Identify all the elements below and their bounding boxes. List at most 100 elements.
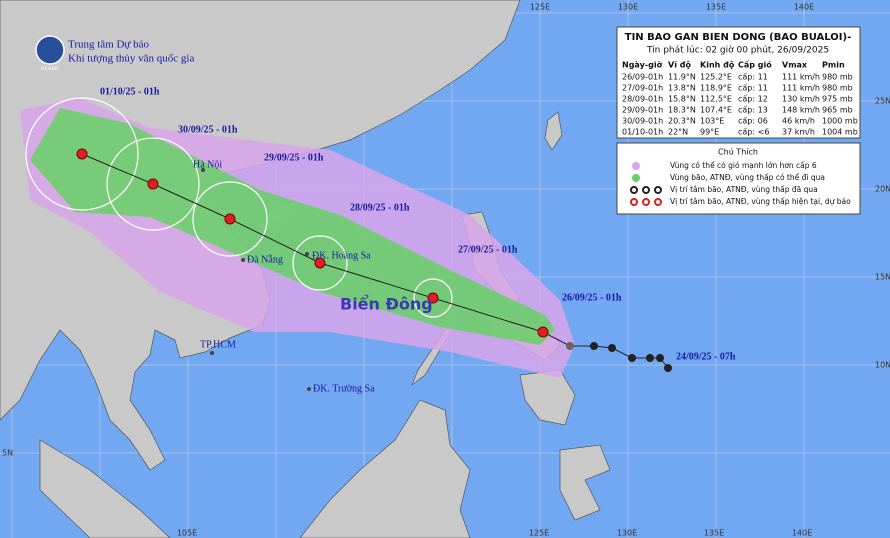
table-cell: 18.3°N xyxy=(668,106,696,115)
table-cell: 1000 mb xyxy=(822,117,858,126)
lon-label: 130E xyxy=(617,529,637,538)
lat-label: 20N xyxy=(875,185,890,194)
legend-title: Chú Thích xyxy=(718,148,758,157)
place-dot xyxy=(210,351,214,355)
table-cell: 975 mb xyxy=(822,95,853,104)
table-cell: cấp: <6 xyxy=(738,127,769,137)
forecast-position xyxy=(314,257,326,269)
legend-item: Vị trí tâm bão, ATNĐ, vùng thấp hiện tại… xyxy=(670,197,851,206)
radius-circle xyxy=(25,97,139,211)
legend-symbol xyxy=(630,186,638,194)
forecast-position xyxy=(147,178,159,190)
sulawesi xyxy=(559,444,611,521)
lon-label: 135E xyxy=(706,3,726,12)
table-cell: cấp: 06 xyxy=(738,116,768,126)
table-cell: 980 mb xyxy=(822,73,853,82)
place-dot xyxy=(307,387,311,391)
time-label: 30/09/25 - 01h xyxy=(178,124,238,135)
table-cell: 46 km/h xyxy=(782,117,815,126)
table-cell: 965 mb xyxy=(822,106,853,115)
table-cell: 13.8°N xyxy=(668,84,696,93)
bulletin-subtitle: Tin phát lúc: 02 giờ 00 phút, 26/09/2025 xyxy=(646,45,829,56)
table-cell: cấp: 12 xyxy=(738,94,768,104)
table-cell: 99°E xyxy=(700,128,719,137)
agency-name: Trung tâm Dự báo xyxy=(68,39,150,51)
place-label: Đà Nẵng xyxy=(247,254,283,265)
table-cell: 15.8°N xyxy=(668,95,696,104)
place-label: Hà Nội xyxy=(193,159,222,170)
radius-circle xyxy=(413,278,453,318)
map-labels: 01/10/25 - 01h 30/09/25 - 01h 29/09/25 - 0… xyxy=(100,86,736,394)
table-cell: 118.9°E xyxy=(700,84,732,93)
lat-label: 25N xyxy=(875,97,890,106)
table-cell: 107.4°E xyxy=(700,106,732,115)
table-cell: 20.3°N xyxy=(668,117,696,126)
lon-label: 130E xyxy=(618,3,638,12)
legend-symbol xyxy=(654,186,662,194)
place-label: ĐK. Hoàng Sa xyxy=(312,250,371,261)
past-position xyxy=(628,354,636,362)
table-header: Vmax xyxy=(782,61,808,70)
place-dot xyxy=(305,252,309,256)
forecast-position xyxy=(224,213,236,225)
forecast-table: Ngày-giờ Vĩ độ Kinh độ Cấp gió Vmax Pmin 26/09… xyxy=(622,60,858,137)
past-position xyxy=(590,342,598,350)
track-points xyxy=(76,148,672,372)
taiwan xyxy=(544,111,563,151)
legend-swatch xyxy=(632,174,640,182)
table-cell: 30/09-01h xyxy=(622,117,663,126)
legend-symbols xyxy=(630,186,662,206)
legend-symbol xyxy=(630,198,638,206)
place-dot xyxy=(241,258,245,262)
time-label: 26/09/25 - 01h xyxy=(562,292,622,303)
place-label: TP.HCM xyxy=(200,339,236,350)
forecast-position xyxy=(427,292,439,304)
table-cell: 130 km/h xyxy=(782,95,820,104)
lon-label: 140E xyxy=(792,529,812,538)
forecast-position xyxy=(537,326,549,338)
table-cell: 148 km/h xyxy=(782,106,820,115)
table-cell: cấp: 11 xyxy=(738,83,768,93)
table-cell: 37 km/h xyxy=(782,128,815,137)
past-position xyxy=(566,342,574,350)
borneo xyxy=(299,399,471,538)
lon-label: 140E xyxy=(794,3,814,12)
place-label: ĐK. Trường Sa xyxy=(313,383,375,394)
legend-swatch xyxy=(632,162,640,170)
past-position xyxy=(646,354,654,362)
table-header: Vĩ độ xyxy=(668,61,691,70)
legend: Chú Thích Vùng có thể có gió mạnh lớn hơ… xyxy=(616,142,861,215)
mainland-asia xyxy=(0,0,521,471)
legend-panel xyxy=(616,142,861,215)
time-label: 01/10/25 - 01h xyxy=(100,86,160,97)
lat-label: 10N xyxy=(875,361,890,370)
info-panel xyxy=(616,26,861,139)
legend-symbol xyxy=(642,186,650,194)
legend-symbol xyxy=(654,198,662,206)
table-cell: 22°N xyxy=(668,128,688,137)
radius-circle xyxy=(292,235,348,291)
table-cell: 27/09-01h xyxy=(622,84,663,93)
legend-item: Vị trí tâm bão, ATNĐ, vùng thấp đã qua xyxy=(670,185,818,194)
table-cell: 1004 mb xyxy=(822,128,858,137)
table-cell: 111 km/h xyxy=(782,73,820,82)
legend-item: Vùng bão, ATNĐ, vùng thấp có thể đi qua xyxy=(670,173,825,182)
table-cell: 111 km/h xyxy=(782,84,820,93)
radius-circle xyxy=(106,137,200,231)
table-cell: 28/09-01h xyxy=(622,95,663,104)
lat-label: 15N xyxy=(875,273,890,282)
table-header: Ngày-giờ xyxy=(622,60,663,70)
storm-path-zone xyxy=(30,108,555,345)
agency-header: NCHMF Trung tâm Dự báo Khí tượng thủy vă… xyxy=(35,35,194,72)
legend-item: Vùng có thể có gió mạnh lớn hơn cấp 6 xyxy=(670,161,817,170)
bulletin-title: TIN BAO GAN BIEN DONG (BAO BUALOI)- xyxy=(625,32,851,43)
table-header: Kinh độ xyxy=(700,61,735,70)
land xyxy=(0,0,611,538)
table-cell: 26/09-01h xyxy=(622,73,663,82)
table-cell: 125.2°E xyxy=(700,73,732,82)
table-cell: 112.5°E xyxy=(700,95,732,104)
time-label: 29/09/25 - 01h xyxy=(264,152,324,163)
table-cell: 980 mb xyxy=(822,84,853,93)
table-cell: 11.9°N xyxy=(668,73,696,82)
